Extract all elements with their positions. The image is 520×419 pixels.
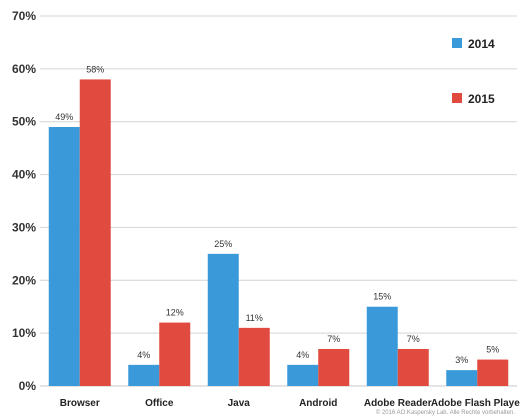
bar-2014	[366, 306, 398, 386]
legend-label: 2014	[468, 37, 495, 51]
bar-2014	[207, 253, 239, 386]
y-tick-label: 30%	[12, 220, 36, 234]
x-tick-label: Adobe Reader	[364, 398, 432, 409]
copyright-notice: © 2016 AO Kaspersky Lab. Alle Rechte vor…	[376, 409, 516, 416]
y-tick-label: 0%	[19, 379, 37, 393]
y-tick-label: 60%	[12, 62, 36, 76]
data-label: 49%	[55, 112, 73, 122]
bar-2015	[79, 79, 111, 386]
y-tick-label: 40%	[12, 168, 36, 182]
data-label: 3%	[455, 355, 468, 365]
data-label: 12%	[166, 308, 184, 318]
data-label: 11%	[246, 313, 263, 323]
y-tick-label: 50%	[12, 115, 36, 129]
x-tick-label: Office	[145, 398, 174, 409]
data-label: 4%	[137, 350, 150, 360]
legend-swatch	[452, 38, 462, 48]
bar-2015	[397, 349, 429, 386]
bar-2014	[128, 364, 160, 386]
bar-2015	[318, 349, 350, 386]
data-label: 4%	[296, 350, 309, 360]
x-tick-label: Java	[228, 398, 251, 409]
y-tick-label: 10%	[12, 326, 36, 340]
data-label: 15%	[373, 292, 391, 302]
bar-2014	[287, 364, 319, 386]
data-label: 5%	[486, 345, 499, 355]
data-label: 7%	[327, 334, 340, 344]
bar-2015	[477, 359, 509, 386]
gridlines	[40, 15, 517, 387]
y-axis: 0% 10% 20% 30% 40% 50% 60% 70%	[12, 9, 36, 393]
data-label: 25%	[214, 239, 232, 249]
legend: 2014 2015	[452, 37, 495, 106]
bar-2015	[159, 322, 191, 386]
y-tick-label: 70%	[12, 9, 36, 23]
x-axis: Browser Office Java Android Adobe Reader Adob…	[60, 398, 520, 409]
bars: 49% 58% 4% 12% 25% 11% 4% 7% 15% 7% 3% 5%	[48, 64, 509, 386]
bar-2014	[446, 370, 478, 386]
legend-label: 2015	[468, 92, 495, 106]
x-tick-label: Adobe Flash Player	[431, 398, 520, 409]
legend-swatch	[452, 93, 462, 103]
data-label: 7%	[407, 334, 420, 344]
x-tick-label: Browser	[60, 398, 100, 409]
bar-2015	[238, 327, 270, 386]
data-label: 58%	[86, 64, 104, 74]
y-tick-label: 20%	[12, 273, 36, 287]
bar-2014	[48, 127, 80, 386]
x-tick-label: Android	[299, 398, 337, 409]
